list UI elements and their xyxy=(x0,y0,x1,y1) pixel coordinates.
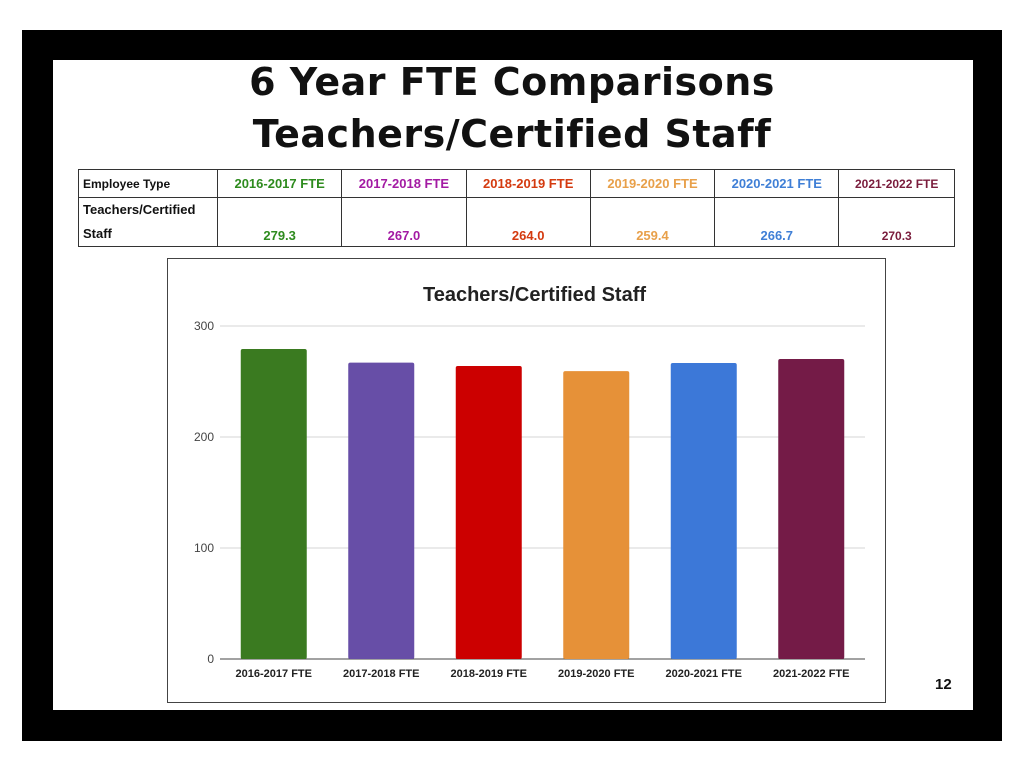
bar xyxy=(455,365,522,659)
table-cell: 267.0 xyxy=(341,197,467,247)
table-header-row: Employee Type 2016-2017 FTE 2017-2018 FT… xyxy=(78,169,955,198)
column-header: 2018-2019 FTE xyxy=(465,169,591,198)
column-header: 2020-2021 FTE xyxy=(714,169,840,198)
y-tick-label: 100 xyxy=(194,541,214,555)
row-label-line2: Staff xyxy=(83,226,112,241)
table-cell: 264.0 xyxy=(465,197,591,247)
bar xyxy=(670,362,737,659)
column-header: 2019-2020 FTE xyxy=(589,169,716,198)
row-label: Teachers/Certified Staff xyxy=(78,197,218,247)
y-tick-label: 200 xyxy=(194,430,214,444)
bar xyxy=(348,362,415,659)
slide-subtitle: Teachers/Certified Staff xyxy=(252,112,772,156)
y-tick-label: 300 xyxy=(194,319,214,333)
x-tick-label: 2018-2019 FTE xyxy=(451,668,527,680)
table-cell: 259.4 xyxy=(589,197,716,247)
x-tick-label: 2017-2018 FTE xyxy=(343,668,419,680)
table-cell: 279.3 xyxy=(216,197,343,247)
x-tick-label: 2019-2020 FTE xyxy=(558,668,634,680)
slide-title: 6 Year FTE Comparisons xyxy=(249,60,775,104)
employee-type-header: Employee Type xyxy=(78,169,218,198)
column-header: 2021-2022 FTE xyxy=(838,169,955,198)
chart-title: Teachers/Certified Staff xyxy=(423,284,646,306)
table-cell: 270.3 xyxy=(838,197,955,247)
x-tick-label: 2020-2021 FTE xyxy=(666,668,742,680)
page-number: 12 xyxy=(935,676,952,693)
bar xyxy=(778,358,845,659)
bar xyxy=(240,348,307,659)
row-label-line1: Teachers/Certified xyxy=(83,202,196,217)
column-header: 2016-2017 FTE xyxy=(216,169,343,198)
table-cell: 266.7 xyxy=(714,197,840,247)
x-tick-label: 2021-2022 FTE xyxy=(773,668,849,680)
table-row: Teachers/Certified Staff 279.3 267.0 264.… xyxy=(78,197,955,247)
bar-chart: Teachers/Certified Staff 0 100 200 300 2016-2… xyxy=(194,284,865,680)
chart-container: Teachers/Certified Staff 0 100 200 300 2016-2… xyxy=(167,258,886,703)
y-tick-label: 0 xyxy=(207,652,214,666)
column-header: 2017-2018 FTE xyxy=(341,169,467,198)
x-tick-label: 2016-2017 FTE xyxy=(236,668,312,680)
fte-table: Employee Type 2016-2017 FTE 2017-2018 FT… xyxy=(78,169,955,247)
bar xyxy=(563,371,630,659)
